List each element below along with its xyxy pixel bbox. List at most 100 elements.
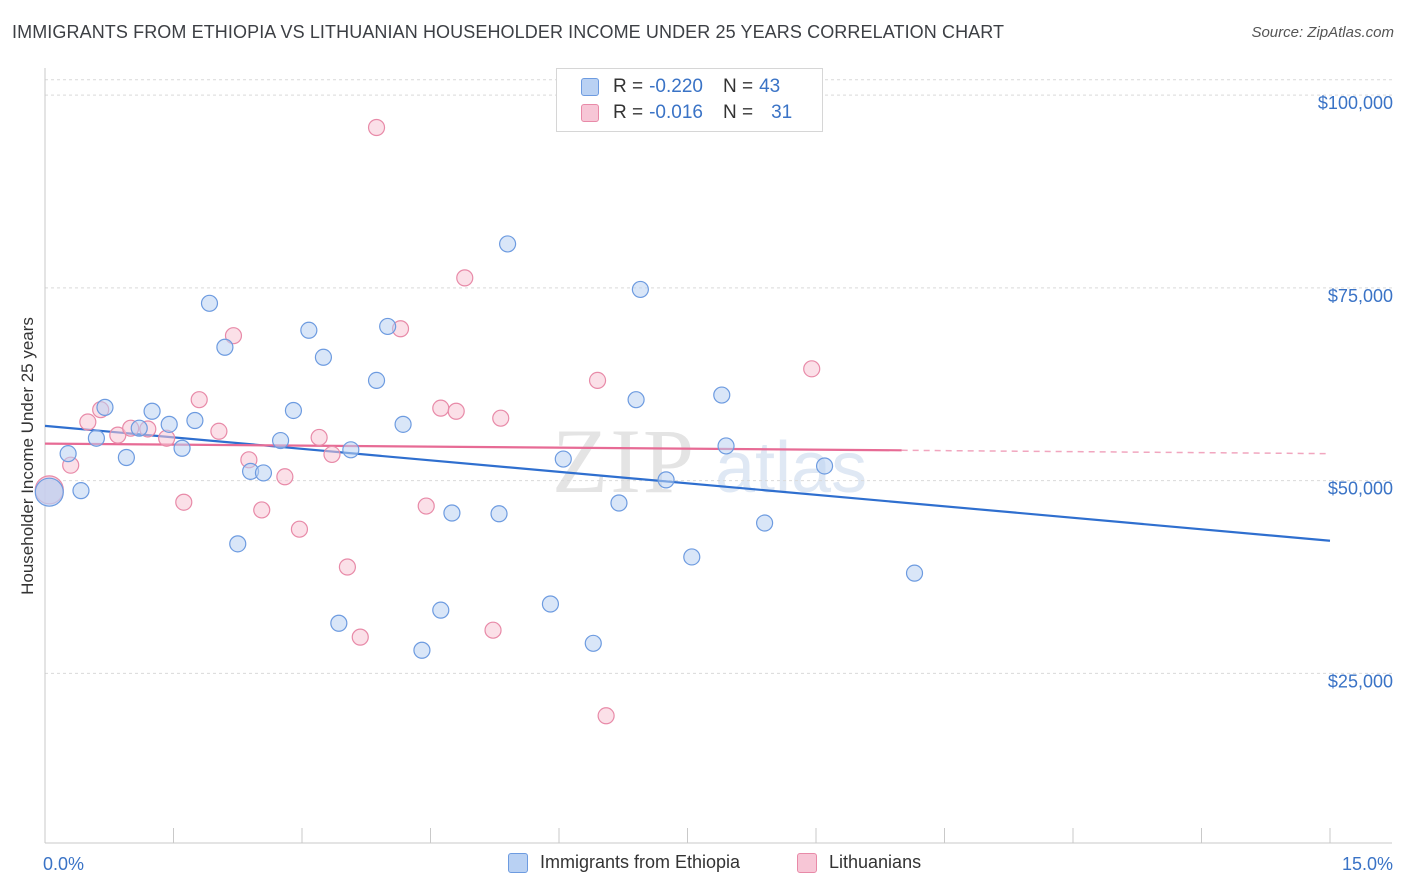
legend-row-lithuanians: R = -0.016 N = 31 [581, 100, 792, 126]
ethiopia-point [130, 419, 148, 437]
lithuanian-point [175, 493, 193, 511]
lithuanian-point [351, 628, 369, 646]
lithuanian-point [276, 468, 294, 486]
n-value-lithuanians: 31 [771, 102, 793, 123]
ethiopia-point [72, 482, 90, 500]
ethiopia-point [490, 505, 508, 523]
ethiopia-point [284, 401, 303, 420]
watermark-zip: ZIP [552, 410, 696, 512]
ethiopia-point [143, 402, 161, 420]
lithuanian-point [367, 118, 386, 137]
lithuanian-point [210, 422, 228, 440]
correlation-legend: R = -0.220 N = 43 R = -0.016 N = 31 [556, 68, 823, 132]
ethiopia-point [216, 338, 234, 356]
watermark: ZIP atlas [552, 410, 867, 512]
lithuanian-point [484, 621, 502, 639]
lithuanian-point [79, 413, 97, 431]
lithuanian-point [447, 402, 465, 420]
chart-title: IMMIGRANTS FROM ETHIOPIA VS LITHUANIAN H… [12, 22, 1005, 42]
lithuanians-legend-label: Lithuanians [829, 852, 922, 872]
n-value-ethiopia: 43 [759, 76, 781, 97]
y-tick-label: $50,000 [1328, 479, 1393, 499]
ethiopia-point [34, 477, 64, 507]
lithuanian-point [253, 501, 271, 519]
lithuanian-point [492, 409, 510, 427]
y-tick-label: $75,000 [1328, 286, 1393, 306]
axes [44, 68, 1392, 844]
n-label: N = [722, 102, 754, 123]
r-value-ethiopia: -0.220 [649, 76, 703, 97]
ethiopia-point [541, 595, 560, 613]
lithuanian-trend-extension [901, 449, 1331, 455]
ethiopia-point [755, 514, 774, 532]
ethiopia-point [413, 641, 431, 659]
source-credit: Source: ZipAtlas.com [1251, 24, 1394, 41]
lithuanian-point [588, 371, 607, 389]
ethiopia-point [229, 535, 247, 553]
lithuanian-point [323, 445, 341, 464]
ethiopia-point [499, 235, 517, 253]
ethiopia-point [717, 437, 735, 455]
ethiopia-point [683, 548, 701, 566]
ethiopia-point [610, 494, 628, 512]
ethiopia-point [160, 415, 178, 433]
ethiopia-point [254, 464, 273, 482]
lithuanian-point [224, 327, 243, 345]
n-label: N = [722, 76, 754, 97]
lithuanian-point [190, 391, 208, 409]
lithuanian-point [417, 497, 435, 515]
ethiopia-point [657, 471, 675, 489]
ethiopia-point [173, 439, 191, 457]
lithuanian-point [338, 558, 357, 576]
lithuanian-point [290, 520, 309, 538]
ethiopia-point [432, 601, 450, 619]
ethiopia-point [394, 415, 412, 433]
ethiopia-point [631, 280, 649, 299]
ethiopia-point [342, 441, 360, 459]
ethiopia-point [713, 386, 731, 404]
ethiopia-point [584, 634, 602, 652]
ethiopia-point [554, 450, 572, 468]
r-label: R = [613, 76, 644, 97]
y-tick-label: $100,000 [1318, 93, 1393, 113]
ethiopia-point [96, 398, 114, 416]
x-tick-label: 15.0% [1342, 854, 1393, 874]
lithuanian-point [310, 428, 328, 447]
x-tick-label: 0.0% [43, 854, 84, 874]
ethiopia-point [186, 411, 204, 430]
lithuanian-point [803, 360, 821, 378]
ethiopia-legend-swatch [508, 852, 528, 873]
legend-row-ethiopia: R = -0.220 N = 43 [581, 74, 780, 100]
ethiopia-point [117, 448, 135, 467]
ethiopia-swatch [581, 78, 599, 96]
r-label: R = [613, 102, 644, 123]
y-tick-label: $25,000 [1328, 671, 1393, 691]
gridlines [45, 79, 1392, 674]
watermark-atlas: atlas [715, 428, 867, 508]
lithuanian-point [597, 707, 615, 725]
legend-item-lithuanians: Lithuanians [797, 852, 921, 873]
ethiopia-point [379, 317, 397, 336]
ethiopia-point [443, 504, 461, 522]
data-points [34, 118, 924, 725]
lithuanian-point [432, 399, 450, 417]
ethiopia-legend-label: Immigrants from Ethiopia [540, 852, 741, 872]
r-value-lithuanians: -0.016 [649, 102, 703, 123]
ethiopia-point [300, 321, 318, 339]
ethiopia-point [59, 445, 77, 463]
lithuanians-swatch [581, 104, 599, 122]
ethiopia-point [200, 294, 219, 312]
y-tick-labels: $25,000 $50,000 $75,000 $100,000 [1318, 93, 1393, 691]
lithuanians-legend-swatch [797, 852, 817, 873]
ethiopia-point [271, 431, 290, 450]
ethiopia-point [87, 429, 106, 447]
ethiopia-point [815, 457, 834, 475]
ethiopia-point [905, 564, 924, 582]
lithuanian-point [158, 429, 176, 447]
y-axis-title: Householder Income Under 25 years [18, 317, 37, 595]
x-tick-labels: 0.0% 15.0% [43, 854, 1393, 874]
ethiopia-point [367, 371, 386, 389]
lithuanian-point [456, 269, 474, 287]
ethiopia-point [627, 391, 645, 409]
